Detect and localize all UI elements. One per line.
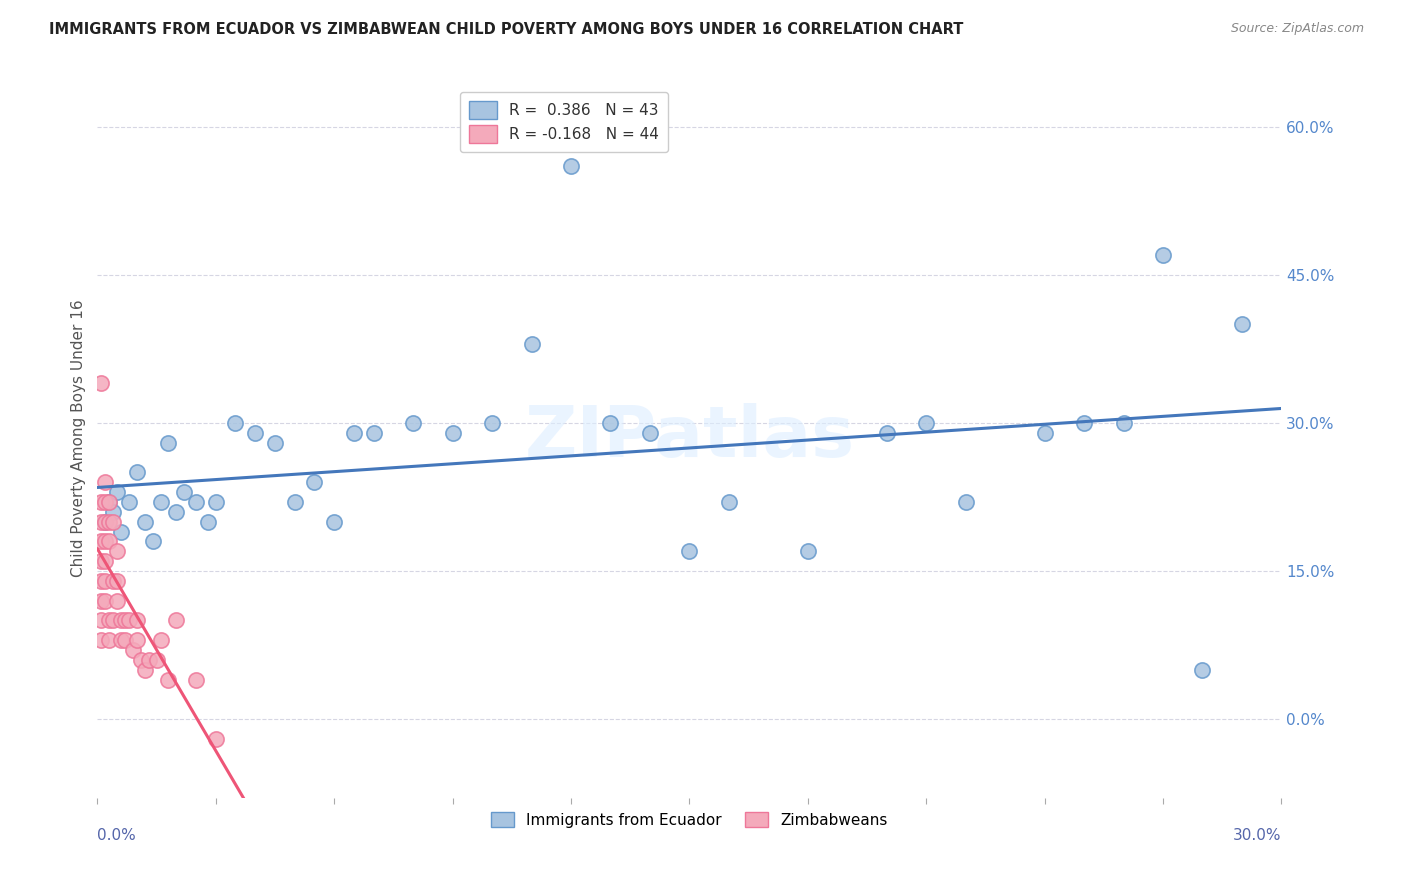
Point [90,574,112,588]
Point [304,475,326,490]
Point [110,614,132,628]
Point [90,554,112,568]
Point [94,534,117,549]
Point [245,425,267,440]
Point [145,653,167,667]
Point [1033,425,1056,440]
Point [134,663,156,677]
Point [90,633,112,648]
Point [876,425,898,440]
Point [122,643,145,657]
Point [101,614,124,628]
Point [110,633,132,648]
Point [1191,663,1213,677]
Point [184,495,207,509]
Point [105,544,128,558]
Point [204,495,226,509]
Point [363,425,385,440]
Point [94,515,117,529]
Point [165,505,187,519]
Point [94,515,117,529]
Point [157,673,180,687]
Point [90,495,112,509]
Text: 0.0%: 0.0% [97,828,136,843]
Text: IMMIGRANTS FROM ECUADOR VS ZIMBABWEAN CHILD POVERTY AMONG BOYS UNDER 16 CORRELAT: IMMIGRANTS FROM ECUADOR VS ZIMBABWEAN CH… [49,22,963,37]
Point [1152,248,1174,262]
Point [94,475,117,490]
Text: 30.0%: 30.0% [1233,828,1281,843]
Point [110,524,132,539]
Point [165,614,187,628]
Point [1073,416,1095,430]
Point [638,425,661,440]
Point [955,495,977,509]
Point [1230,317,1253,331]
Point [98,515,121,529]
Point [678,544,700,558]
Point [98,534,121,549]
Point [717,495,740,509]
Point [90,376,112,391]
Point [520,337,543,351]
Point [94,554,117,568]
Point [125,633,148,648]
Point [90,614,112,628]
Point [599,416,621,430]
Point [101,515,124,529]
Point [90,515,112,529]
Point [149,495,172,509]
Point [114,614,136,628]
Point [138,653,160,667]
Point [125,466,148,480]
Point [149,633,172,648]
Point [323,515,346,529]
Text: ZIPatlas: ZIPatlas [524,403,855,472]
Point [915,416,938,430]
Point [94,593,117,607]
Point [184,673,207,687]
Point [142,534,165,549]
Point [105,574,128,588]
Point [101,505,124,519]
Point [560,159,582,173]
Point [94,495,117,509]
Point [114,633,136,648]
Point [90,534,112,549]
Point [797,544,820,558]
Point [105,485,128,500]
Legend: Immigrants from Ecuador, Zimbabweans: Immigrants from Ecuador, Zimbabweans [485,805,894,834]
Point [90,593,112,607]
Point [118,495,141,509]
Point [441,425,464,440]
Point [343,425,366,440]
Point [129,653,152,667]
Point [197,515,219,529]
Point [264,435,287,450]
Point [98,495,121,509]
Point [204,731,226,746]
Point [105,593,128,607]
Point [94,574,117,588]
Point [224,416,246,430]
Point [98,633,121,648]
Point [173,485,195,500]
Point [284,495,307,509]
Y-axis label: Child Poverty Among Boys Under 16: Child Poverty Among Boys Under 16 [72,299,86,576]
Point [1112,416,1135,430]
Point [134,515,156,529]
Point [118,614,141,628]
Point [481,416,503,430]
Text: Source: ZipAtlas.com: Source: ZipAtlas.com [1230,22,1364,36]
Point [402,416,425,430]
Point [125,614,148,628]
Point [101,574,124,588]
Point [98,614,121,628]
Point [98,495,121,509]
Point [157,435,180,450]
